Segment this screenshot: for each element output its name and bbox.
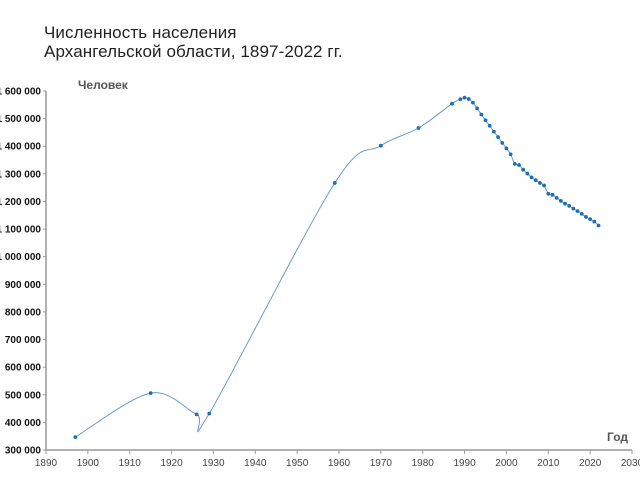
y-tick-label: 1 100 000: [0, 225, 41, 236]
x-tick-label: 2010: [537, 458, 560, 469]
y-tick-label: 800 000: [5, 307, 42, 318]
data-point: [588, 217, 593, 222]
x-tick-label: 1910: [119, 458, 142, 469]
chart-title-line1: Численность населения: [44, 23, 237, 42]
data-point: [73, 435, 78, 440]
data-point: [592, 219, 597, 224]
data-point: [479, 112, 484, 117]
data-point: [521, 167, 526, 172]
data-point: [508, 152, 513, 157]
y-tick-label: 1 400 000: [0, 142, 41, 153]
data-point: [571, 206, 576, 211]
y-tick-label: 1 600 000: [0, 87, 41, 98]
y-tick-label: 300 000: [5, 446, 42, 457]
x-tick-label: 1900: [77, 458, 100, 469]
data-point: [558, 199, 563, 203]
data-point: [466, 97, 471, 101]
data-point: [525, 171, 530, 176]
y-tick-label: 400 000: [5, 418, 42, 429]
population-line: [75, 97, 599, 438]
y-tick-label: 700 000: [5, 335, 42, 346]
data-point: [332, 181, 337, 185]
data-point: [378, 143, 383, 148]
data-point: [596, 223, 601, 228]
y-tick-label: 1 200 000: [0, 197, 41, 208]
data-point: [550, 192, 555, 197]
data-point: [504, 146, 509, 151]
data-point: [579, 211, 584, 216]
chart-title-line2: Архангельской области, 1897-2022 гг.: [44, 42, 343, 61]
y-tick-label: 600 000: [5, 363, 42, 374]
data-point: [529, 175, 534, 180]
data-markers: [73, 95, 601, 440]
y-tick-label: 900 000: [5, 280, 42, 291]
data-point: [496, 135, 500, 140]
y-tick-label: 1 500 000: [0, 114, 41, 125]
y-tick-label: 1 300 000: [0, 169, 41, 180]
data-point: [563, 201, 567, 206]
data-point: [491, 129, 496, 134]
data-point: [533, 178, 538, 183]
data-point: [542, 183, 546, 188]
data-point: [483, 118, 488, 123]
x-axis-title: Год: [607, 430, 628, 444]
data-point: [538, 181, 542, 185]
data-point: [207, 411, 212, 416]
data-point: [471, 100, 475, 105]
x-axis: 1890 1900 1910 1920 1930 1940 1950 1960 1970 1980…: [35, 449, 640, 469]
x-tick-label: 1980: [412, 458, 435, 469]
x-tick-label: 1890: [35, 458, 58, 469]
data-point: [450, 101, 454, 106]
x-tick-label: 1950: [286, 458, 309, 469]
x-tick-label: 1930: [202, 458, 225, 469]
y-tick-label: 1 000 000: [0, 252, 41, 263]
y-axis-title: Человек: [78, 78, 129, 92]
data-point: [458, 97, 463, 102]
data-point: [517, 163, 521, 167]
chart-title: Численность населения Архангельской обла…: [44, 23, 343, 61]
x-tick-label: 1960: [328, 458, 351, 469]
x-tick-label: 1920: [160, 458, 183, 469]
data-point: [194, 412, 199, 417]
data-point: [567, 203, 572, 208]
data-point: [475, 106, 480, 111]
x-tick-label: 2000: [495, 458, 518, 469]
data-point: [148, 391, 153, 396]
x-tick-label: 1940: [244, 458, 267, 469]
data-point: [462, 95, 467, 100]
data-point: [554, 195, 559, 200]
data-point: [512, 162, 517, 166]
y-axis: 300 000 400 000 500 000 600 000 700 000 800 0…: [0, 87, 47, 457]
data-point: [546, 191, 551, 196]
x-tick-label: 1990: [453, 458, 476, 469]
data-point: [575, 209, 580, 214]
data-point: [500, 141, 505, 145]
y-tick-label: 500 000: [5, 390, 42, 401]
data-point: [487, 123, 492, 128]
x-tick-label: 2030: [621, 458, 640, 469]
x-tick-label: 1970: [370, 458, 393, 469]
data-point: [416, 126, 421, 130]
data-point: [584, 215, 588, 219]
x-tick-label: 2020: [579, 458, 602, 469]
